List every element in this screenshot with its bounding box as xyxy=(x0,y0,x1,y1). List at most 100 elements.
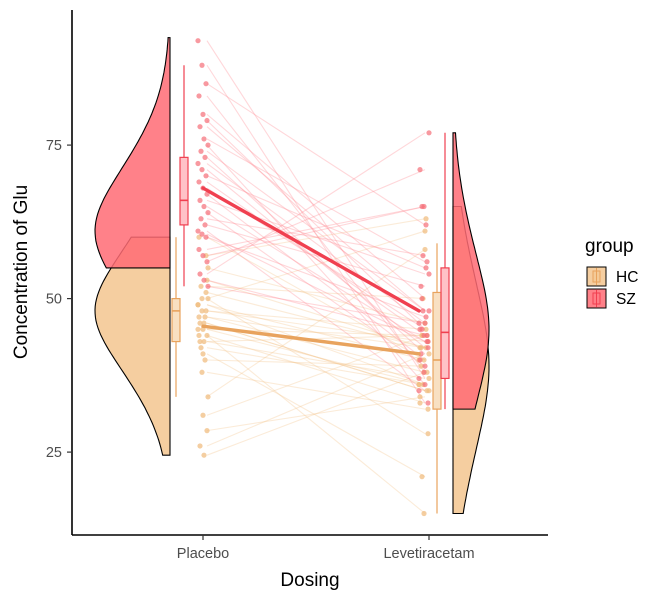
paired-line xyxy=(206,218,426,257)
data-point-sz xyxy=(424,259,430,265)
data-point-sz xyxy=(423,265,429,271)
data-point-sz xyxy=(424,332,430,339)
paired-line xyxy=(206,230,426,392)
paired-line xyxy=(206,64,426,404)
paired-line xyxy=(206,169,426,263)
data-point-hc xyxy=(195,302,201,308)
data-point-sz xyxy=(419,295,425,302)
data-point-sz xyxy=(420,308,426,314)
data-point-hc xyxy=(417,345,423,351)
data-point-hc xyxy=(426,375,432,382)
paired-line xyxy=(206,267,426,324)
paired-line xyxy=(206,236,426,318)
paired-line xyxy=(206,279,426,349)
data-point-sz xyxy=(199,167,205,173)
data-point-sz xyxy=(197,197,203,203)
data-point-sz xyxy=(426,308,432,314)
data-point-hc xyxy=(422,246,428,253)
data-point-hc xyxy=(200,351,206,357)
data-point-sz xyxy=(420,253,426,259)
axes: 25 50 75 Placebo Levetiracetam xyxy=(46,10,548,562)
data-point-hc xyxy=(197,320,203,326)
mean-line-hc xyxy=(201,324,421,356)
paired-line xyxy=(206,328,426,386)
data-point-hc xyxy=(205,295,211,302)
data-point-hc xyxy=(203,289,209,296)
y-axis-title: Concentration of Glu xyxy=(11,185,32,359)
data-point-hc xyxy=(419,474,425,480)
data-point-hc xyxy=(204,332,210,339)
data-point-sz xyxy=(423,222,429,228)
paired-line xyxy=(206,291,426,349)
paired-line xyxy=(206,205,426,257)
data-point-sz xyxy=(196,246,202,253)
box-hc xyxy=(171,297,181,343)
paired-line xyxy=(206,169,426,349)
box-sz xyxy=(440,267,450,380)
data-point-sz xyxy=(195,228,201,234)
data-point-sz xyxy=(198,216,204,222)
paired-line xyxy=(206,233,426,343)
data-point-sz xyxy=(422,363,428,369)
x-tick-label: Levetiracetam xyxy=(383,546,474,562)
data-point-sz xyxy=(418,283,424,289)
paired-line xyxy=(206,353,426,447)
data-point-sz xyxy=(195,38,201,44)
data-point-hc xyxy=(197,443,203,449)
data-point-sz xyxy=(199,62,205,68)
data-point-sz xyxy=(197,124,203,130)
data-point-hc xyxy=(198,345,204,351)
data-point-sz xyxy=(422,320,428,326)
paired-line xyxy=(206,359,426,367)
data-point-hc xyxy=(205,394,211,400)
data-point-sz xyxy=(201,136,207,142)
data-point-hc xyxy=(199,369,205,375)
data-point-sz xyxy=(198,148,204,154)
paired-line xyxy=(206,156,426,355)
plot-area xyxy=(94,37,490,517)
data-point-hc xyxy=(196,332,202,339)
paired-line xyxy=(206,353,426,478)
density-sz-placebo xyxy=(94,37,171,269)
paired-line xyxy=(206,285,426,300)
paired-line xyxy=(206,224,426,287)
data-point-hc xyxy=(201,320,207,326)
data-point-sz xyxy=(201,277,207,283)
paired-line xyxy=(206,181,426,336)
data-point-sz xyxy=(200,111,206,117)
data-point-hc xyxy=(426,388,432,394)
data-point-sz xyxy=(196,93,202,99)
data-point-sz xyxy=(416,320,422,326)
paired-line xyxy=(206,310,426,343)
data-point-sz xyxy=(203,234,209,240)
legend-title: group xyxy=(585,236,634,257)
density-sz-levetiracetam xyxy=(452,132,490,410)
paired-line xyxy=(206,163,426,324)
legend-label-sz: SZ xyxy=(616,291,636,308)
data-point-sz xyxy=(416,375,422,382)
paired-line xyxy=(206,40,426,379)
data-point-hc xyxy=(425,431,431,437)
data-point-sz xyxy=(195,160,201,167)
data-point-sz xyxy=(197,271,203,277)
paired-line xyxy=(206,335,426,514)
paired-line xyxy=(206,144,426,385)
data-point-hc xyxy=(201,338,207,345)
data-point-hc xyxy=(195,326,201,332)
mean-line-sz xyxy=(201,186,421,313)
data-point-sz xyxy=(417,357,423,363)
data-point-sz xyxy=(201,203,207,210)
paired-line xyxy=(206,316,426,349)
data-point-sz xyxy=(204,259,210,265)
paired-line xyxy=(206,371,426,456)
data-point-sz xyxy=(422,381,428,388)
legend: group HC SZ xyxy=(585,236,638,309)
paired-line xyxy=(206,205,426,251)
data-point-sz xyxy=(205,142,211,148)
data-point-hc xyxy=(197,338,203,345)
data-point-hc xyxy=(426,351,432,357)
data-point-sz xyxy=(425,345,431,351)
paired-line xyxy=(206,126,426,312)
data-point-hc xyxy=(421,510,427,517)
